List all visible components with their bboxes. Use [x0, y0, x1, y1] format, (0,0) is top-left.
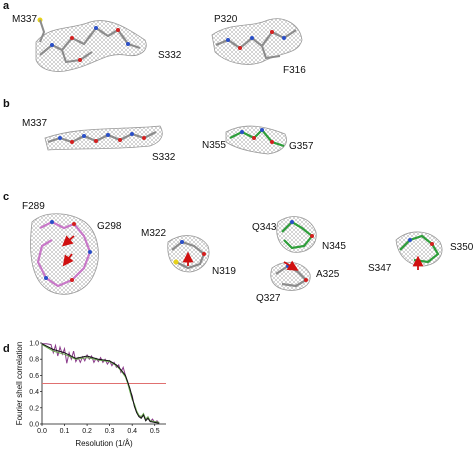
- x-tick-label: 0.3: [105, 428, 115, 435]
- residue-label-c-8: Q327: [256, 293, 281, 304]
- x-tick-label: 0.4: [127, 428, 137, 435]
- residue-label-c-9: S350: [450, 242, 474, 253]
- x-tick-label: 0.1: [60, 428, 70, 435]
- residue-label-c-5: Q343: [252, 222, 277, 233]
- panel-a-peptide-left: [35, 17, 147, 72]
- residue-label-c-10: S347: [368, 263, 392, 274]
- residue-label-b-4: G357: [289, 141, 314, 152]
- x-axis-title: Resolution (1/Å): [75, 439, 133, 448]
- y-axis-title: Fourier shell correlation: [15, 342, 24, 426]
- residue-label-c-2: G298: [97, 221, 122, 232]
- y-tick-label: 0.4: [29, 389, 39, 396]
- fsc-series-line-3: [41, 343, 160, 424]
- residue-label-b-3: N355: [202, 140, 226, 151]
- panel-c-loop-pink: [30, 213, 99, 295]
- y-tick-label: 0.8: [29, 357, 39, 364]
- y-tick-label: 0.0: [29, 422, 39, 429]
- panel-b-strand-left: [44, 125, 163, 151]
- residue-label-c-4: N319: [212, 266, 236, 277]
- residue-label-a-3: P320: [214, 14, 238, 25]
- density-map-illustrations: [30, 17, 443, 295]
- residue-label-b-1: M337: [22, 118, 48, 129]
- x-tick-label: 0.2: [82, 428, 92, 435]
- residue-label-c-3: M322: [141, 228, 167, 239]
- residue-label-a-2: S332: [158, 50, 182, 61]
- residue-label-c-7: A325: [316, 269, 340, 280]
- panel-letter-a: a: [3, 0, 10, 12]
- panel-c-loop-pair: [270, 216, 317, 291]
- panel-c-loop-green: [395, 231, 443, 270]
- panel-b-strand-right: [225, 125, 287, 155]
- fsc-series-line-2: [41, 344, 160, 423]
- y-tick-label: 1.0: [29, 341, 39, 348]
- panel-letter-b: b: [3, 98, 10, 110]
- residue-label-a-4: F316: [283, 65, 306, 76]
- panel-letter-d: d: [3, 343, 10, 355]
- x-tick-label: 0.5: [150, 428, 160, 435]
- residue-label-c-6: N345: [322, 241, 346, 252]
- residue-label-c-1: F289: [22, 201, 45, 212]
- panel-c-loop-grey: [167, 235, 210, 273]
- residue-label-b-2: S332: [152, 152, 176, 163]
- residue-label-a-1: M337: [12, 14, 38, 25]
- x-tick-label: 0.0: [37, 428, 47, 435]
- panel-a-peptide-right: [211, 18, 303, 65]
- panel-letter-c: c: [3, 191, 10, 203]
- y-tick-label: 0.2: [29, 405, 39, 412]
- y-tick-label: 0.6: [29, 373, 39, 380]
